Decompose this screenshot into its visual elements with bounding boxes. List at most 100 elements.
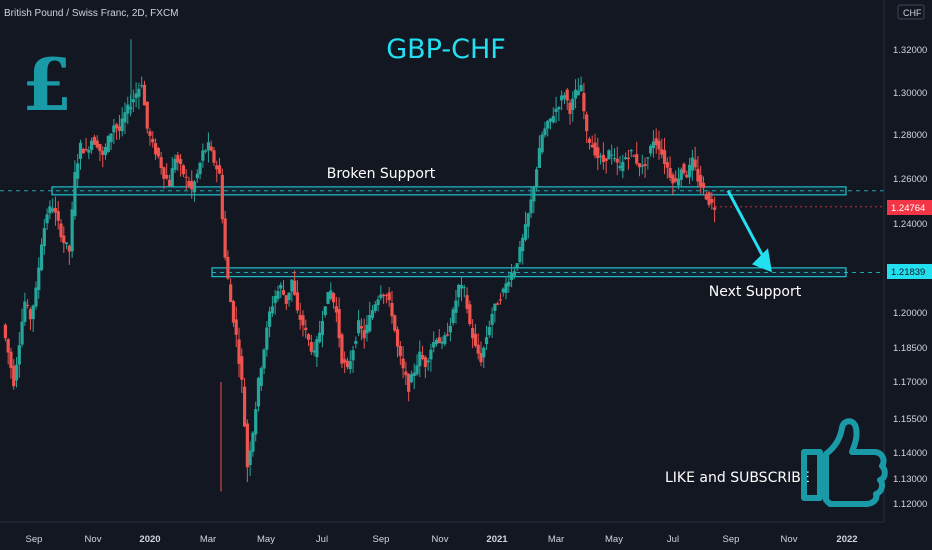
support-price-badge (887, 264, 932, 279)
candle-body (259, 368, 263, 387)
x-tick-label: 2021 (486, 534, 508, 545)
x-tick-label: Mar (548, 534, 564, 545)
candle-body (273, 296, 277, 304)
candle-body (521, 237, 525, 252)
candle-body (649, 145, 653, 154)
candle-body (67, 245, 71, 252)
candle-body (26, 304, 30, 306)
candle-body (393, 315, 397, 331)
candle-body (482, 347, 486, 358)
next-support-label: Next Support (709, 284, 802, 300)
candle-body (90, 140, 94, 150)
y-tick-label: 1.18500 (893, 343, 927, 354)
candle-body (251, 432, 255, 452)
candle-body (156, 148, 160, 157)
candle-body (704, 194, 708, 200)
candle-body (601, 154, 605, 163)
candle-body (53, 208, 58, 213)
y-tick-label: 1.13000 (893, 474, 927, 485)
candle-body (223, 218, 227, 258)
candle-body (167, 179, 172, 186)
candle-body (462, 287, 466, 289)
candle-body (640, 165, 644, 167)
x-tick-label: Sep (373, 534, 390, 545)
candle-body (429, 349, 433, 360)
candle-body (379, 294, 383, 298)
candle-body (651, 141, 656, 149)
candle-body (498, 299, 503, 301)
candle-body (181, 165, 185, 175)
candle-body (329, 290, 333, 299)
symbol-header[interactable]: British Pound / Swiss Franc, 2D, FXCM (4, 8, 179, 19)
candle-body (240, 356, 244, 380)
candle-body (579, 85, 583, 92)
candle-body (295, 292, 300, 311)
candle-body (209, 146, 213, 151)
candle-body (637, 163, 642, 168)
candle-body (115, 124, 119, 129)
candle-body (348, 361, 352, 370)
candle-body (148, 131, 152, 136)
candle-body (276, 291, 280, 299)
candle-body (515, 263, 519, 268)
x-tick-label: Jul (667, 534, 679, 545)
current-price-badge (887, 200, 932, 215)
x-tick-label: Sep (723, 534, 740, 545)
candle-body (643, 163, 647, 166)
candle-body (331, 293, 336, 303)
candle-body (646, 157, 650, 159)
candle-body (415, 365, 419, 375)
x-tick-label: May (605, 534, 623, 545)
candle-body (518, 246, 522, 263)
candle-body (17, 345, 21, 365)
candle-body (526, 213, 530, 227)
candle-body (179, 159, 183, 165)
y-tick-label: 1.32000 (893, 45, 927, 56)
candle-body (710, 199, 714, 203)
candle-body (162, 167, 166, 179)
candle-body (593, 142, 597, 156)
candle-body (95, 140, 99, 148)
candle-body (204, 150, 208, 152)
candle-body (632, 155, 636, 157)
candle-body (323, 306, 327, 316)
candle-body (548, 118, 553, 122)
candle-body (576, 90, 580, 96)
candle-body (20, 321, 24, 345)
candle-body (318, 332, 322, 343)
candle-body (457, 284, 461, 298)
candle-body (281, 290, 286, 295)
candle-body (184, 176, 188, 178)
candle-body (290, 279, 294, 292)
candle-body (501, 288, 505, 293)
current-price-text: 1.24764 (891, 203, 925, 214)
candle-body (384, 294, 389, 296)
candle-body (190, 180, 194, 190)
candle-body (212, 150, 216, 163)
candle-body (685, 174, 689, 178)
candle-body (443, 335, 447, 345)
candle-body (674, 178, 678, 182)
candle-body (192, 181, 197, 193)
candle-body (309, 342, 313, 352)
currency-box[interactable] (897, 4, 925, 20)
arrow-shaft (726, 189, 766, 260)
candle-body (610, 154, 614, 156)
candle-body (206, 142, 211, 151)
candle-body (671, 174, 675, 184)
candle-body (451, 309, 455, 323)
broken-support-label: Broken Support (327, 166, 436, 182)
currency-label[interactable]: CHF (903, 8, 922, 18)
candle-body (660, 149, 664, 155)
candle-body (62, 235, 66, 243)
candle-body (699, 175, 703, 187)
candle-body (409, 374, 414, 383)
candle-body (298, 314, 302, 320)
candle-body (245, 423, 249, 468)
support-price-text: 1.21839 (891, 267, 925, 278)
overlay (726, 189, 772, 273)
candle-body (434, 339, 439, 345)
